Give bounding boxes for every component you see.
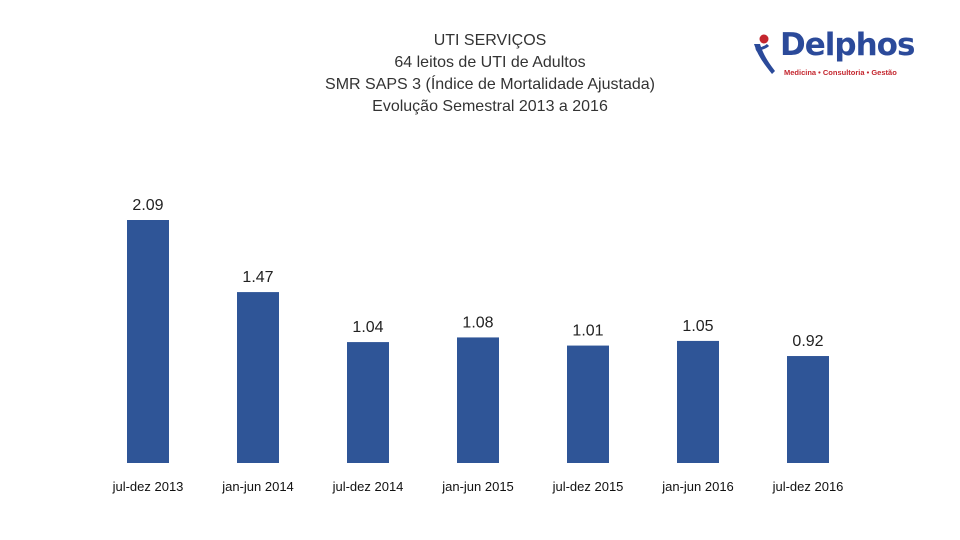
x-tick-label-2: jul-dez 2014 <box>332 479 404 494</box>
bar-5 <box>677 340 719 463</box>
data-label-1: 1.47 <box>242 269 273 286</box>
x-tick-label-1: jan-jun 2014 <box>221 479 294 494</box>
x-tick-label-0: jul-dez 2013 <box>112 479 184 494</box>
x-tick-label-4: jul-dez 2015 <box>552 479 624 494</box>
logo-brand-name: Delphos <box>780 27 915 63</box>
chart-title: UTI SERVIÇOS <box>433 32 547 49</box>
bar-2 <box>347 342 389 463</box>
bar-1 <box>237 292 279 463</box>
data-label-5: 1.05 <box>682 318 713 335</box>
data-label-3: 1.08 <box>462 314 493 331</box>
bar-4 <box>567 345 609 463</box>
bar-3 <box>457 337 499 463</box>
bar-0 <box>127 220 169 463</box>
chart-subtitle-2: SMR SAPS 3 (Índice de Mortalidade Ajusta… <box>325 76 655 93</box>
chart-subtitle-3: Evolução Semestral 2013 a 2016 <box>372 98 608 115</box>
x-tick-label-3: jan-jun 2015 <box>441 479 514 494</box>
chart-title-block: UTI SERVIÇOS 64 leitos de UTI de Adultos… <box>240 30 740 118</box>
bar-6 <box>787 356 829 463</box>
x-tick-label-5: jan-jun 2016 <box>661 479 734 494</box>
person-icon <box>754 34 775 74</box>
logo-tagline: Medicina • Consultoria • Gestão <box>784 68 897 77</box>
data-label-2: 1.04 <box>352 319 383 336</box>
data-label-6: 0.92 <box>792 333 823 350</box>
data-label-0: 2.09 <box>132 197 163 214</box>
delphos-logo: Delphos Medicina • Consultoria • Gestão <box>750 27 930 82</box>
x-tick-label-6: jul-dez 2016 <box>772 479 844 494</box>
chart-subtitle: 64 leitos de UTI de Adultos <box>394 54 586 71</box>
data-label-4: 1.01 <box>572 323 603 340</box>
